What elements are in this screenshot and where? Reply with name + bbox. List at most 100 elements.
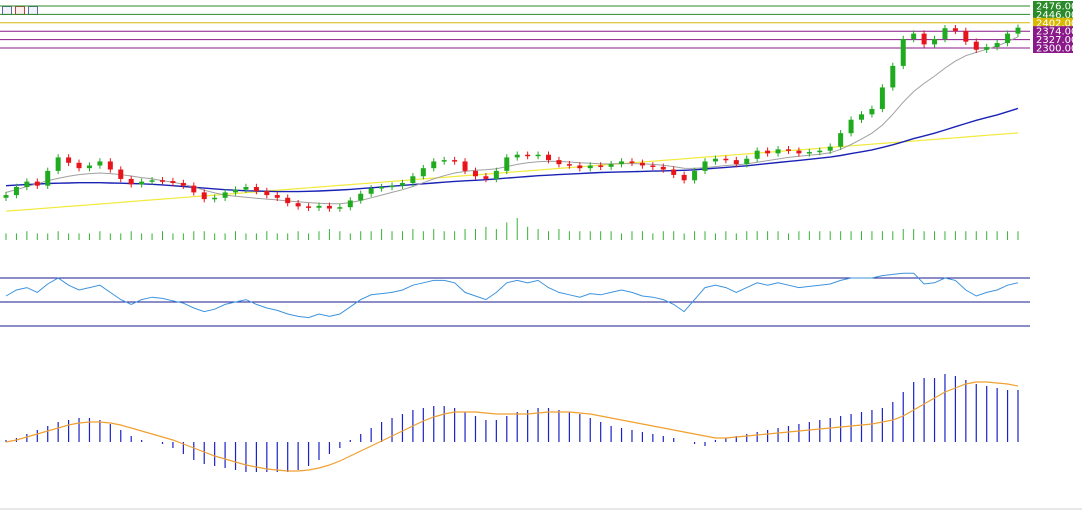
candle-body (1005, 33, 1011, 44)
candle-body (149, 180, 155, 182)
candle-body (97, 161, 103, 166)
candle-body (347, 200, 353, 208)
candle-body (838, 133, 844, 147)
price-level-tag (1033, 1, 1073, 11)
candle-body (660, 166, 666, 170)
candle-body (253, 187, 259, 192)
candle-body (66, 157, 72, 163)
candle-body (848, 119, 854, 134)
candle-body (890, 65, 896, 88)
candle-body (431, 161, 437, 169)
candle-body (932, 38, 938, 45)
candle-body (285, 197, 291, 204)
candle-body (911, 33, 917, 39)
price-level-labels: 2476.002446.002402.002374.002327.002300.… (1033, 1, 1077, 55)
candle-body (76, 162, 82, 169)
candle-body (598, 165, 604, 167)
candle-body (452, 160, 458, 162)
candle-body (629, 161, 635, 163)
rsi-panel (0, 272, 1030, 327)
candle-body (170, 181, 176, 183)
candle-body (358, 193, 364, 201)
candle-body (233, 189, 239, 193)
candle-body (827, 146, 833, 151)
candle-body (733, 160, 739, 165)
candle-body (994, 43, 1000, 48)
candle-body (212, 197, 218, 200)
candle-body (243, 187, 249, 190)
candle-body (806, 152, 812, 154)
candle-body (316, 205, 322, 208)
candle-body (86, 165, 92, 169)
candle-body (900, 38, 906, 66)
candle-body (368, 188, 374, 194)
candle-body (55, 157, 61, 171)
candle-body (337, 207, 343, 209)
candle-body (952, 28, 958, 31)
candle-body (306, 206, 312, 208)
candle-body (639, 162, 645, 166)
candle-body (859, 114, 865, 120)
candle-body (493, 170, 499, 179)
candle-body (420, 168, 426, 177)
candle-body (566, 164, 572, 166)
price-level-tag (1033, 34, 1073, 45)
candle-body (159, 180, 165, 182)
ma-fast-line (5, 36, 1019, 205)
candle-body (3, 195, 9, 198)
candle-body (139, 181, 145, 185)
candle-body (869, 108, 875, 115)
candle-body (744, 158, 750, 165)
candle-body (619, 161, 625, 165)
candle-body (671, 169, 677, 175)
candle-body (399, 182, 405, 186)
candle-body (650, 165, 656, 167)
candle-body (483, 176, 489, 179)
candle-body (984, 47, 990, 50)
candle-body (879, 87, 885, 109)
price-level-tag (1033, 9, 1073, 20)
candle-body (118, 169, 124, 179)
candle-body (754, 150, 760, 159)
candle-body (128, 178, 134, 185)
candle-body (45, 170, 51, 186)
candle-body (712, 158, 718, 162)
candle-body (180, 182, 186, 186)
ma-mid-line (5, 107, 1019, 193)
candle-body (796, 150, 802, 154)
candle-body (24, 181, 30, 188)
candle-body (441, 160, 447, 162)
candle-body (785, 149, 791, 151)
macd-signal-line (5, 381, 1019, 472)
candle-body (222, 192, 228, 198)
candle-body (775, 149, 781, 154)
candle-body (817, 150, 823, 153)
candle-body (1015, 27, 1021, 34)
candle-body (514, 154, 520, 158)
price-level-label: 2300.00 (1036, 44, 1077, 55)
volume-bars (5, 218, 1019, 240)
candlesticks (3, 24, 1021, 212)
candle-body (587, 165, 593, 169)
candle-body (379, 187, 385, 189)
candle-body (274, 195, 280, 198)
macd-panel (0, 374, 1082, 510)
candle-body (13, 187, 19, 196)
candle-body (546, 154, 552, 161)
rsi-line (5, 272, 1019, 319)
candle-body (295, 203, 301, 207)
price-levels (0, 5, 1030, 49)
price-level-tag (1033, 43, 1073, 53)
candle-body (973, 41, 979, 50)
candle-body (389, 185, 395, 188)
candle-body (963, 30, 969, 42)
price-level-label: 2327.00 (1036, 35, 1077, 46)
candle-body (525, 154, 531, 157)
candle-body (410, 176, 416, 183)
candle-body (535, 154, 541, 157)
price-level-label: 2402.00 (1036, 18, 1077, 29)
candle-body (921, 33, 927, 45)
price-level-tag (1033, 26, 1073, 37)
candle-body (556, 160, 562, 165)
